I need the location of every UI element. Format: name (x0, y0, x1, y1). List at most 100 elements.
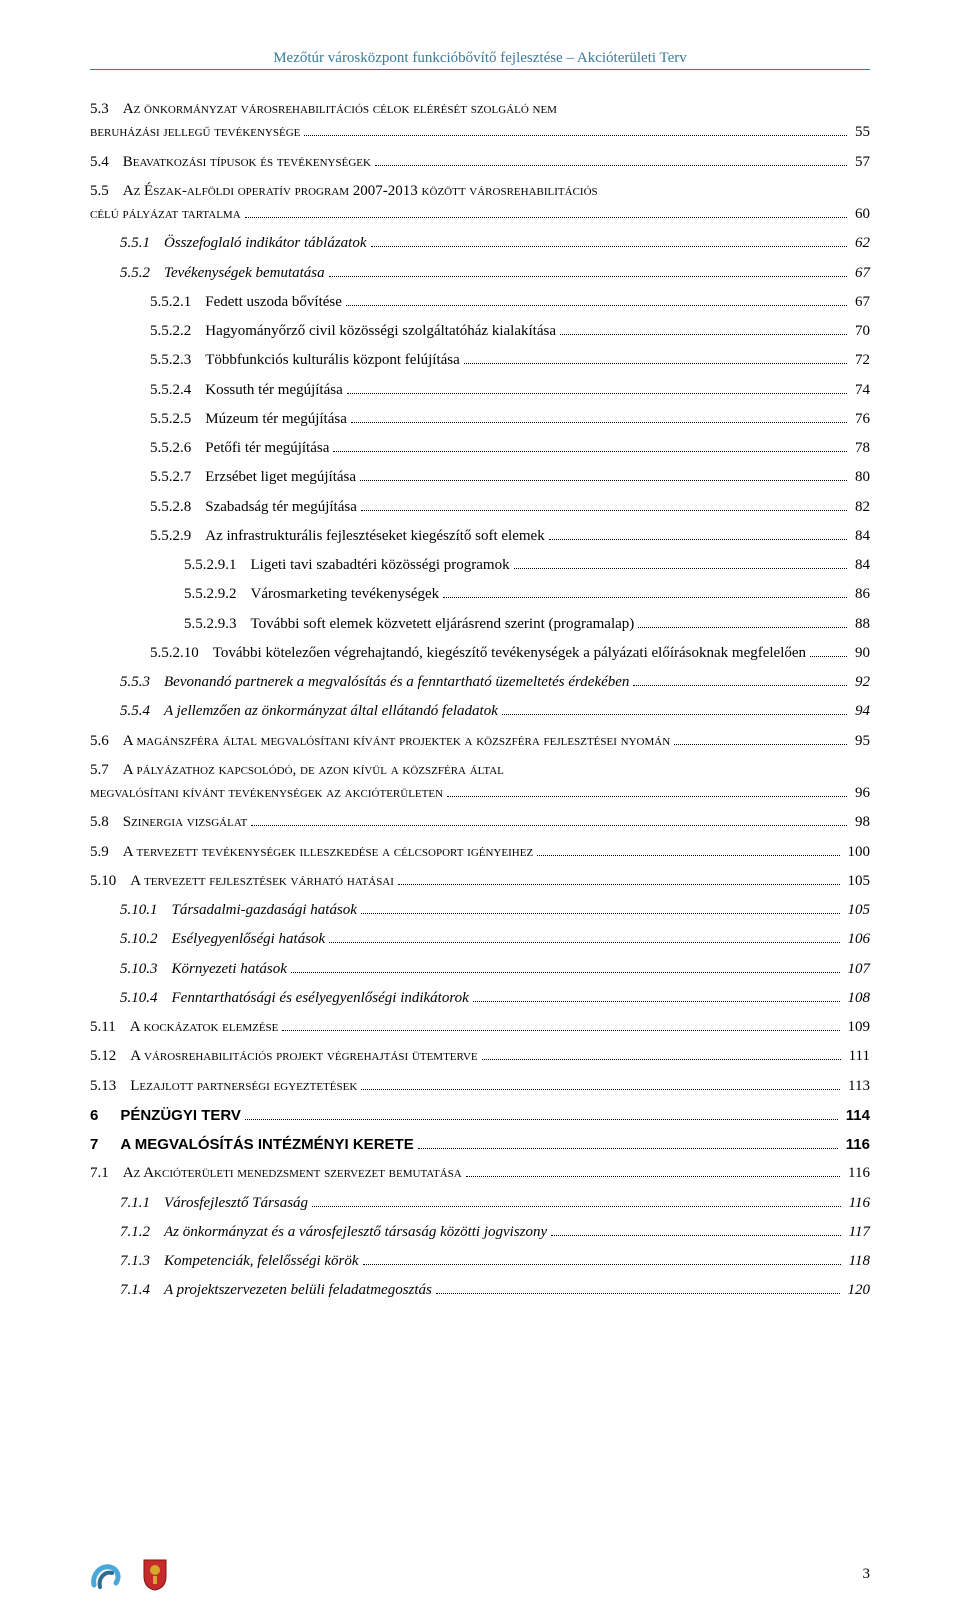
toc-number: 5.9 (90, 841, 123, 864)
toc-title: Beavatkozási típusok és tevékenységek (123, 151, 371, 174)
toc-number: 7.1.4 (120, 1279, 164, 1302)
toc-page-number: 62 (851, 232, 870, 255)
toc-number: 5.5.2.6 (150, 437, 205, 460)
toc-number: 7.1.2 (120, 1221, 164, 1244)
toc-leader-dots (482, 1059, 841, 1060)
toc-number: 5.10.2 (120, 928, 172, 951)
toc-title: A magánszféra által megvalósítani kívánt… (123, 730, 670, 753)
toc-leader-dots (245, 217, 847, 218)
toc-page-number: 108 (844, 987, 871, 1010)
toc-page-number: 106 (844, 928, 871, 951)
toc-page-number: 118 (845, 1250, 870, 1273)
toc-entry: 7A MEGVALÓSÍTÁS INTÉZMÉNYI KERETE116 (90, 1133, 870, 1156)
toc-leader-dots (351, 422, 847, 423)
toc-leader-dots (549, 539, 847, 540)
toc-title-cont: megvalósítani kívánt tevékenységek az ak… (90, 782, 443, 805)
toc-title: A városrehabilitációs projekt végrehajtá… (130, 1045, 477, 1068)
toc-title-cont: célú pályázat tartalma (90, 203, 241, 226)
toc-entry: 5.5.2.4Kossuth tér megújítása74 (90, 379, 870, 402)
toc-number: 5.10.1 (120, 899, 172, 922)
toc-page-number: 67 (851, 291, 870, 314)
toc-title: A projektszervezeten belüli feladatmegos… (164, 1279, 432, 1302)
swirl-logo-icon (90, 1557, 128, 1591)
toc-leader-dots (245, 1119, 838, 1120)
toc-leader-dots (361, 913, 840, 914)
toc-number: 5.11 (90, 1016, 130, 1039)
toc-title: Az önkormányzat városrehabilitációs célo… (123, 98, 557, 121)
toc-entry: 5.5.4A jellemzően az önkormányzat által … (90, 700, 870, 723)
toc-page-number: 72 (851, 349, 870, 372)
toc-page-number: 74 (851, 379, 870, 402)
toc-number: 5.5.2.9 (150, 525, 205, 548)
toc-number: 5.3 (90, 98, 123, 121)
toc-leader-dots (371, 246, 848, 247)
table-of-contents: 5.3Az önkormányzat városrehabilitációs c… (90, 98, 870, 1303)
toc-page-number: 100 (844, 841, 871, 864)
toc-leader-dots (464, 363, 847, 364)
toc-title-cont: beruházási jellegű tevékenysége (90, 121, 300, 144)
toc-title: Petőfi tér megújítása (205, 437, 329, 460)
toc-entry: 5.5.2.7Erzsébet liget megújítása80 (90, 466, 870, 489)
toc-title: A MEGVALÓSÍTÁS INTÉZMÉNYI KERETE (120, 1133, 413, 1156)
toc-number: 5.5.4 (120, 700, 164, 723)
toc-page-number: 90 (851, 642, 870, 665)
toc-page-number: 57 (851, 151, 870, 174)
toc-title: A tervezett tevékenységek illeszkedése a… (123, 841, 533, 864)
toc-entry: 5.10.3Környezeti hatások107 (90, 958, 870, 981)
toc-page-number: 67 (851, 262, 870, 285)
toc-entry: 5.5.2.9.3További soft elemek közvetett e… (90, 613, 870, 636)
toc-number: 5.5.2.10 (150, 642, 213, 665)
toc-page-number: 107 (844, 958, 871, 981)
toc-leader-dots (361, 1089, 840, 1090)
toc-leader-dots (551, 1235, 840, 1236)
toc-page-number: 76 (851, 408, 870, 431)
toc-title: További kötelezően végrehajtandó, kiegés… (213, 642, 806, 665)
toc-page-number: 116 (844, 1162, 870, 1185)
crest-logo-icon (140, 1556, 170, 1592)
toc-entry: 7.1.3Kompetenciák, felelősségi körök118 (90, 1250, 870, 1273)
toc-title: Hagyományőrző civil közösségi szolgáltat… (205, 320, 556, 343)
toc-title: A jellemzően az önkormányzat által ellát… (164, 700, 498, 723)
toc-entry: 5.5.2.3Többfunkciós kulturális központ f… (90, 349, 870, 372)
toc-leader-dots (361, 510, 847, 511)
toc-page-number: 55 (851, 121, 870, 144)
toc-title: Városmarketing tevékenységek (251, 583, 440, 606)
toc-entry: 5.5.2.9Az infrastrukturális fejlesztések… (90, 525, 870, 548)
toc-number: 5.12 (90, 1045, 130, 1068)
toc-page-number: 98 (851, 811, 870, 834)
toc-leader-dots (466, 1176, 840, 1177)
page-footer: 3 (90, 1556, 870, 1592)
toc-title: További soft elemek közvetett eljárásren… (251, 613, 635, 636)
toc-leader-dots (329, 942, 839, 943)
toc-title: Lezajlott partnerségi egyeztetések (130, 1075, 357, 1098)
toc-title: Összefoglaló indikátor táblázatok (164, 232, 367, 255)
toc-leader-dots (633, 685, 847, 686)
toc-entry: 5.6A magánszféra által megvalósítani kív… (90, 730, 870, 753)
toc-page-number: 105 (844, 870, 871, 893)
toc-page-number: 70 (851, 320, 870, 343)
toc-leader-dots (291, 972, 840, 973)
toc-entry: 5.5.2.10További kötelezően végrehajtandó… (90, 642, 870, 665)
toc-title: Bevonandó partnerek a megvalósítás és a … (164, 671, 629, 694)
toc-number: 5.13 (90, 1075, 130, 1098)
toc-number: 5.5.2.7 (150, 466, 205, 489)
toc-leader-dots (638, 627, 847, 628)
toc-entry: 5.5.2.6Petőfi tér megújítása78 (90, 437, 870, 460)
toc-entry: 5.10A tervezett fejlesztések várható hat… (90, 870, 870, 893)
toc-number: 5.5.3 (120, 671, 164, 694)
toc-leader-dots (473, 1001, 840, 1002)
toc-number: 5.5.2.5 (150, 408, 205, 431)
toc-page-number: 116 (845, 1192, 870, 1215)
toc-entry: 5.10.4Fenntarthatósági és esélyegyenlősé… (90, 987, 870, 1010)
toc-leader-dots (251, 825, 847, 826)
toc-title: PÉNZÜGYI TERV (120, 1104, 241, 1127)
toc-leader-dots (360, 480, 847, 481)
toc-title: A kockázatok elemzése (130, 1016, 279, 1039)
toc-entry: 5.8Szinergia vizsgálat98 (90, 811, 870, 834)
toc-number: 5.4 (90, 151, 123, 174)
toc-entry: 5.5.2.1Fedett uszoda bővítése67 (90, 291, 870, 314)
toc-page-number: 95 (851, 730, 870, 753)
toc-entry: 5.4Beavatkozási típusok és tevékenységek… (90, 151, 870, 174)
toc-number: 7.1.3 (120, 1250, 164, 1273)
toc-number: 6 (90, 1104, 120, 1127)
